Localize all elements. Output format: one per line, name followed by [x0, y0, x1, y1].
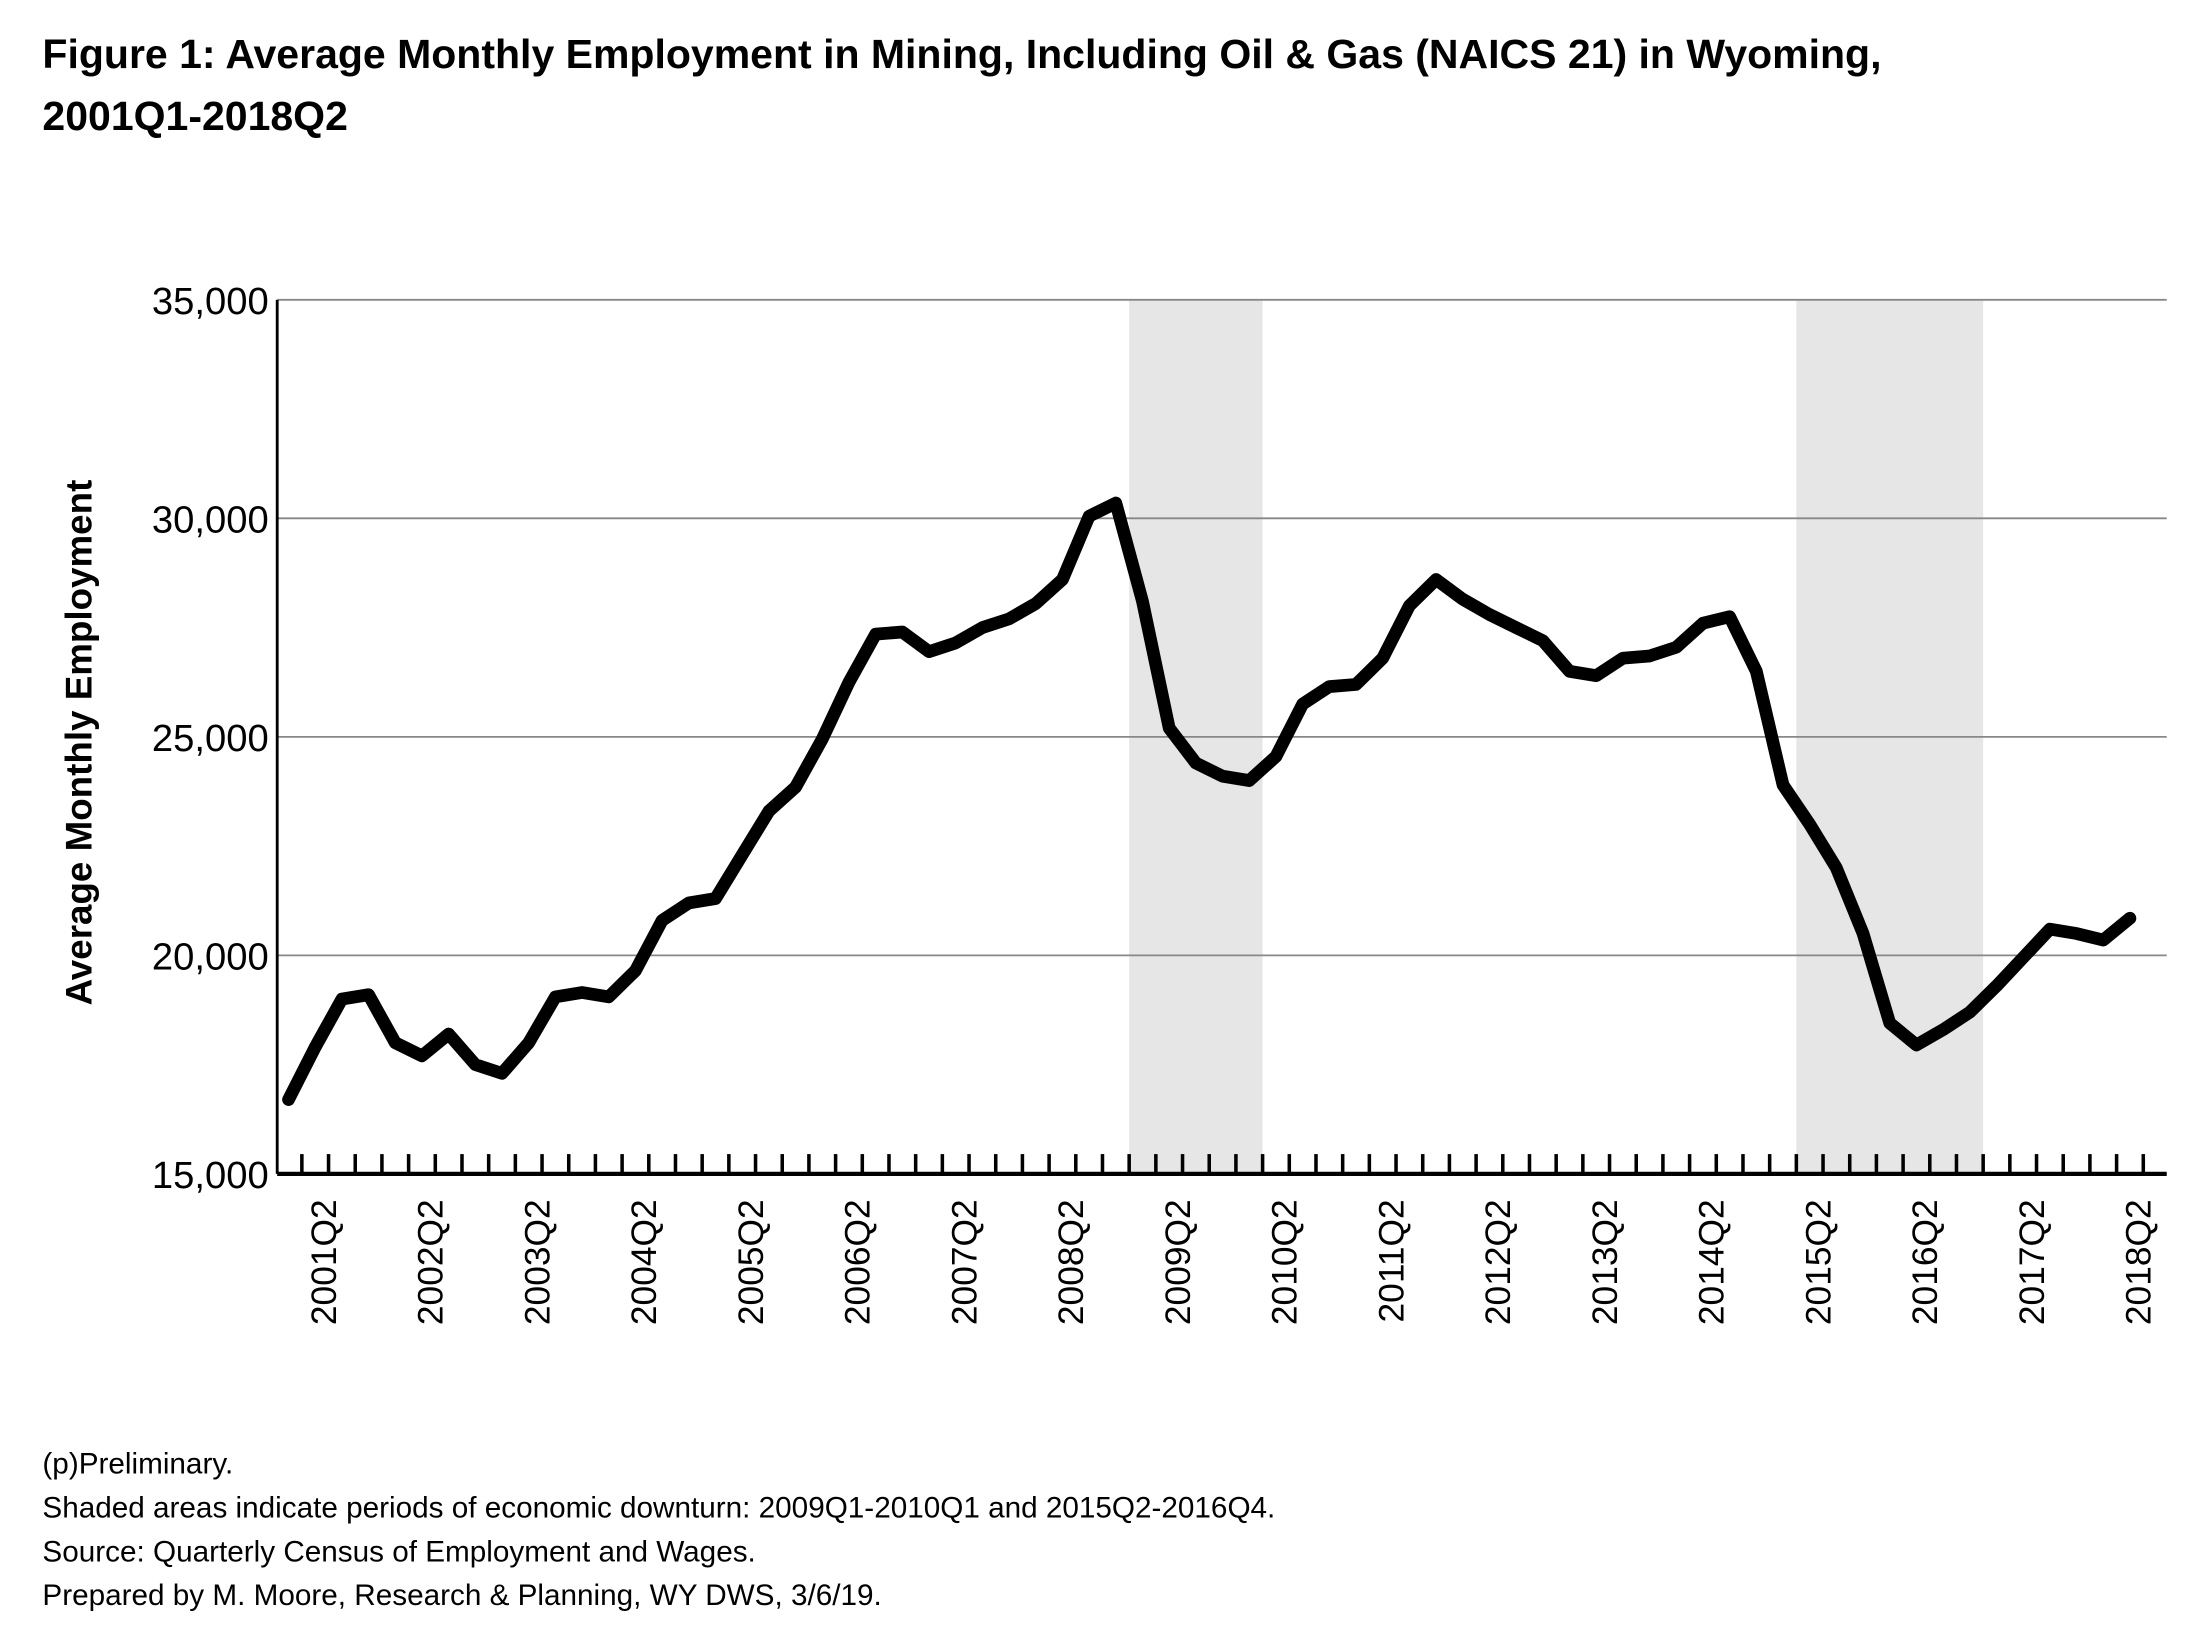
chart-title: 2001Q1-2018Q2: [42, 93, 347, 139]
note: Prepared by M. Moore, Research & Plannin…: [42, 1579, 881, 1612]
x-tick-label: 2011Q2: [1372, 1199, 1411, 1322]
notes: (p)Preliminary. Shaded areas indicate per…: [42, 1448, 1275, 1613]
note: (p)Preliminary.: [42, 1448, 233, 1481]
note: Shaded areas indicate periods of economi…: [42, 1492, 1275, 1525]
x-tick-label: 2018Q2: [2120, 1199, 2159, 1325]
x-tick-label: 2005Q2: [732, 1199, 771, 1325]
y-tick-label: 35,000: [152, 280, 269, 323]
x-tick-label: 2010Q2: [1266, 1199, 1305, 1325]
x-tick-label: 2006Q2: [839, 1199, 878, 1325]
y-tick-label: 25,000: [152, 717, 269, 760]
x-tick-label: 2008Q2: [1052, 1199, 1091, 1325]
x-tick-label: 2012Q2: [1479, 1199, 1518, 1325]
y-tick-label: 30,000: [152, 498, 269, 541]
x-tick-label: 2002Q2: [412, 1199, 451, 1325]
y-tick-label: 15,000: [152, 1154, 269, 1197]
x-tick-label: 2017Q2: [2013, 1199, 2052, 1325]
x-tick-label: 2013Q2: [1586, 1199, 1625, 1325]
x-tick-label: 2009Q2: [1159, 1199, 1198, 1325]
chart-title: Figure 1: Average Monthly Employment in …: [42, 31, 1881, 77]
y-tick-label: 20,000: [152, 936, 269, 979]
x-tick-label: 2004Q2: [625, 1199, 664, 1325]
data-line: [282, 496, 2137, 1106]
x-tick-label: 2015Q2: [1799, 1199, 1838, 1325]
x-tick-label: 2007Q2: [945, 1199, 984, 1325]
x-tick-label: 2001Q2: [305, 1199, 344, 1325]
note: Source: Quarterly Census of Employment a…: [42, 1535, 755, 1568]
x-tick-label: 2003Q2: [518, 1199, 557, 1325]
x-tick-label: 2016Q2: [1906, 1199, 1945, 1325]
y-axis-label: Average Monthly Employment: [59, 480, 100, 1006]
x-tick-label: 2014Q2: [1693, 1199, 1732, 1325]
